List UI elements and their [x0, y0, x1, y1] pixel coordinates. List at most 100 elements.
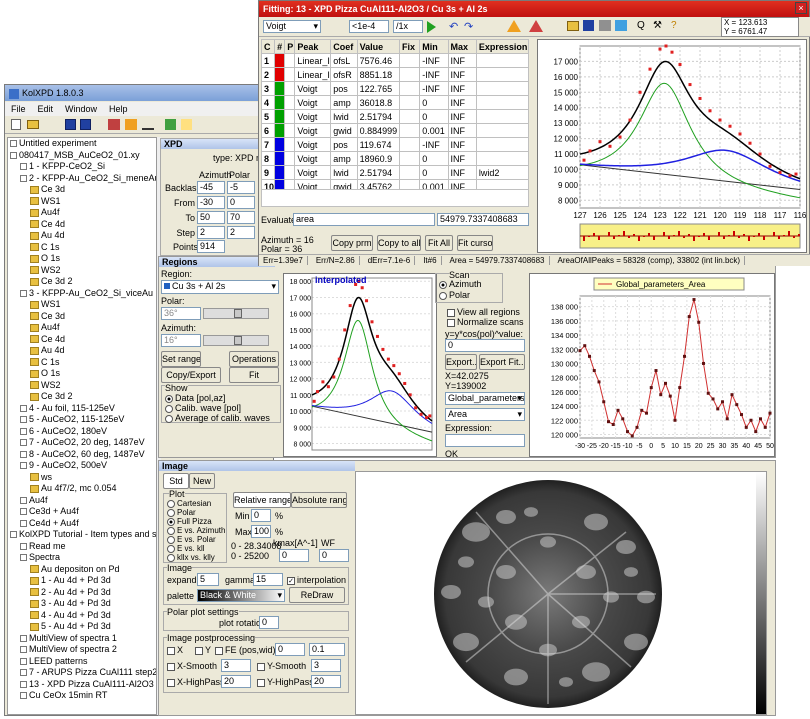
- copy-export-button[interactable]: Copy/Export: [161, 367, 221, 383]
- show-option-radio[interactable]: Data [pol,az]: [165, 393, 226, 403]
- table-cell[interactable]: [475, 81, 530, 96]
- table-cell[interactable]: [284, 165, 296, 180]
- expand-icon[interactable]: [20, 646, 27, 654]
- table-cell[interactable]: [284, 151, 296, 166]
- table-cell[interactable]: -INF: [419, 53, 449, 68]
- expand-icon[interactable]: [20, 416, 27, 424]
- table-cell[interactable]: 8851.18: [356, 67, 401, 82]
- table-cell[interactable]: 0.001: [419, 123, 449, 138]
- table-cell[interactable]: [274, 151, 286, 166]
- formula-field[interactable]: 0: [445, 339, 525, 352]
- palette-select[interactable]: Black & White ▾: [197, 589, 285, 602]
- tree-item[interactable]: Au4f: [30, 322, 60, 333]
- save-icon[interactable]: [583, 20, 594, 31]
- table-cell[interactable]: 7: [260, 137, 276, 152]
- evaluate-field[interactable]: area: [293, 213, 435, 226]
- export-fit-button[interactable]: Export Fit...: [479, 354, 525, 370]
- expression-field[interactable]: [445, 434, 525, 447]
- tree-item[interactable]: 3 - KFPP-Au_CeO2_Si_viceAu: [20, 288, 153, 299]
- table-cell[interactable]: INF: [447, 123, 477, 138]
- table-row[interactable]: 8 Voigt amp 18960.9 0 INF: [260, 151, 530, 166]
- region-select[interactable]: Cu 3s + Al 2s ▾: [161, 280, 279, 294]
- tree-item[interactable]: C 1s: [30, 357, 60, 368]
- xpd-polar-field[interactable]: 70: [227, 211, 255, 224]
- plot-option-radio[interactable]: E vs. Polar: [167, 535, 216, 544]
- table-cell[interactable]: [274, 123, 286, 138]
- print-icon[interactable]: [599, 20, 611, 31]
- info-icon[interactable]: ?: [671, 20, 677, 31]
- tree-item[interactable]: Au depositon on Pd: [30, 564, 120, 575]
- table-cell[interactable]: [475, 95, 530, 110]
- tree-item[interactable]: O 1s: [30, 253, 60, 264]
- table-cell[interactable]: 0.884999: [356, 123, 401, 138]
- y-highpass-checkbox[interactable]: Y-HighPass: [257, 677, 314, 687]
- plot-rotation-field[interactable]: 0: [259, 616, 279, 629]
- points-field[interactable]: 914: [197, 240, 225, 253]
- expand-icon[interactable]: [20, 554, 27, 562]
- table-cell[interactable]: [274, 95, 286, 110]
- tree-item[interactable]: WS2: [30, 265, 61, 276]
- table-cell[interactable]: INF: [447, 165, 477, 180]
- tree-item[interactable]: KolXPD Tutorial - Item types and san: [10, 529, 156, 540]
- tree-item[interactable]: Ce 3d: [30, 311, 65, 322]
- table-cell[interactable]: [475, 109, 530, 124]
- kmax-field[interactable]: 0: [279, 549, 309, 562]
- expand-icon[interactable]: [20, 439, 27, 447]
- operations-button[interactable]: Operations: [229, 351, 279, 367]
- table-cell[interactable]: [284, 67, 296, 82]
- expand-icon[interactable]: [10, 531, 17, 539]
- fe-pos-field[interactable]: 0: [275, 643, 305, 656]
- table-cell[interactable]: [274, 137, 286, 152]
- table-cell[interactable]: 18960.9: [356, 151, 401, 166]
- table-cell[interactable]: [399, 81, 421, 96]
- new-icon[interactable]: [11, 119, 21, 130]
- tree-item[interactable]: Au 4d: [30, 345, 65, 356]
- tools-icon[interactable]: ⚒: [653, 20, 662, 31]
- expand-icon[interactable]: [10, 140, 17, 148]
- table-cell[interactable]: [475, 67, 530, 82]
- interpolation-checkbox[interactable]: ✓ interpolation: [287, 575, 347, 585]
- min-field[interactable]: 0: [251, 509, 271, 522]
- tree-item[interactable]: 080417_MSB_AuCeO2_01.xy: [10, 150, 140, 161]
- x-smooth-field[interactable]: 3: [221, 659, 251, 672]
- tree-item[interactable]: ws: [30, 472, 52, 483]
- table-cell[interactable]: 6: [260, 123, 276, 138]
- table-cell[interactable]: INF: [447, 67, 477, 82]
- tree-item[interactable]: 2 - Au 4d + Pd 3d: [30, 587, 111, 598]
- table-cell[interactable]: [399, 95, 421, 110]
- param-field-dropdown[interactable]: Area ▾: [445, 408, 525, 421]
- chart-icon[interactable]: [615, 20, 627, 31]
- expand-icon[interactable]: [20, 508, 27, 516]
- tree-item[interactable]: Au4f: [20, 495, 48, 506]
- tree-item[interactable]: 3 - Au 4d + Pd 3d: [30, 598, 111, 609]
- fit-all-button[interactable]: Fit All: [425, 235, 453, 251]
- table-cell[interactable]: lwid: [330, 109, 358, 124]
- table-cell[interactable]: [399, 109, 421, 124]
- table-cell[interactable]: 36018.8: [356, 95, 401, 110]
- image-scrollbar[interactable]: [756, 472, 766, 714]
- table-cell[interactable]: INF: [447, 137, 477, 152]
- fit-button[interactable]: Fit: [229, 367, 279, 383]
- table-cell[interactable]: 2.51794: [356, 165, 401, 180]
- table-cell[interactable]: INF: [447, 81, 477, 96]
- expand-icon[interactable]: [20, 404, 27, 412]
- tree-item[interactable]: Ce 3d 2: [30, 276, 73, 287]
- tree-item[interactable]: Untitled experiment: [10, 138, 97, 149]
- table-row[interactable]: 7 Voigt pos 119.674 -INF INF: [260, 137, 530, 152]
- play-icon[interactable]: [427, 21, 436, 33]
- table-cell[interactable]: 9: [260, 165, 276, 180]
- plot-option-radio[interactable]: Polar: [167, 508, 196, 517]
- table-cell[interactable]: lwid: [330, 165, 358, 180]
- open-icon[interactable]: [567, 21, 579, 31]
- table-cell[interactable]: [475, 53, 530, 68]
- column-header[interactable]: Min: [419, 39, 449, 54]
- x-checkbox[interactable]: X: [167, 645, 183, 655]
- scan-polar-radio[interactable]: Polar: [439, 290, 470, 300]
- menu-window[interactable]: Window: [65, 104, 98, 114]
- expand-icon[interactable]: [20, 496, 27, 504]
- remove-peak-icon[interactable]: [529, 20, 543, 32]
- expand-icon[interactable]: [20, 163, 27, 171]
- zoom-icon[interactable]: Q: [637, 20, 645, 31]
- expand-icon[interactable]: [20, 692, 27, 700]
- table-cell[interactable]: Voigt: [294, 123, 332, 138]
